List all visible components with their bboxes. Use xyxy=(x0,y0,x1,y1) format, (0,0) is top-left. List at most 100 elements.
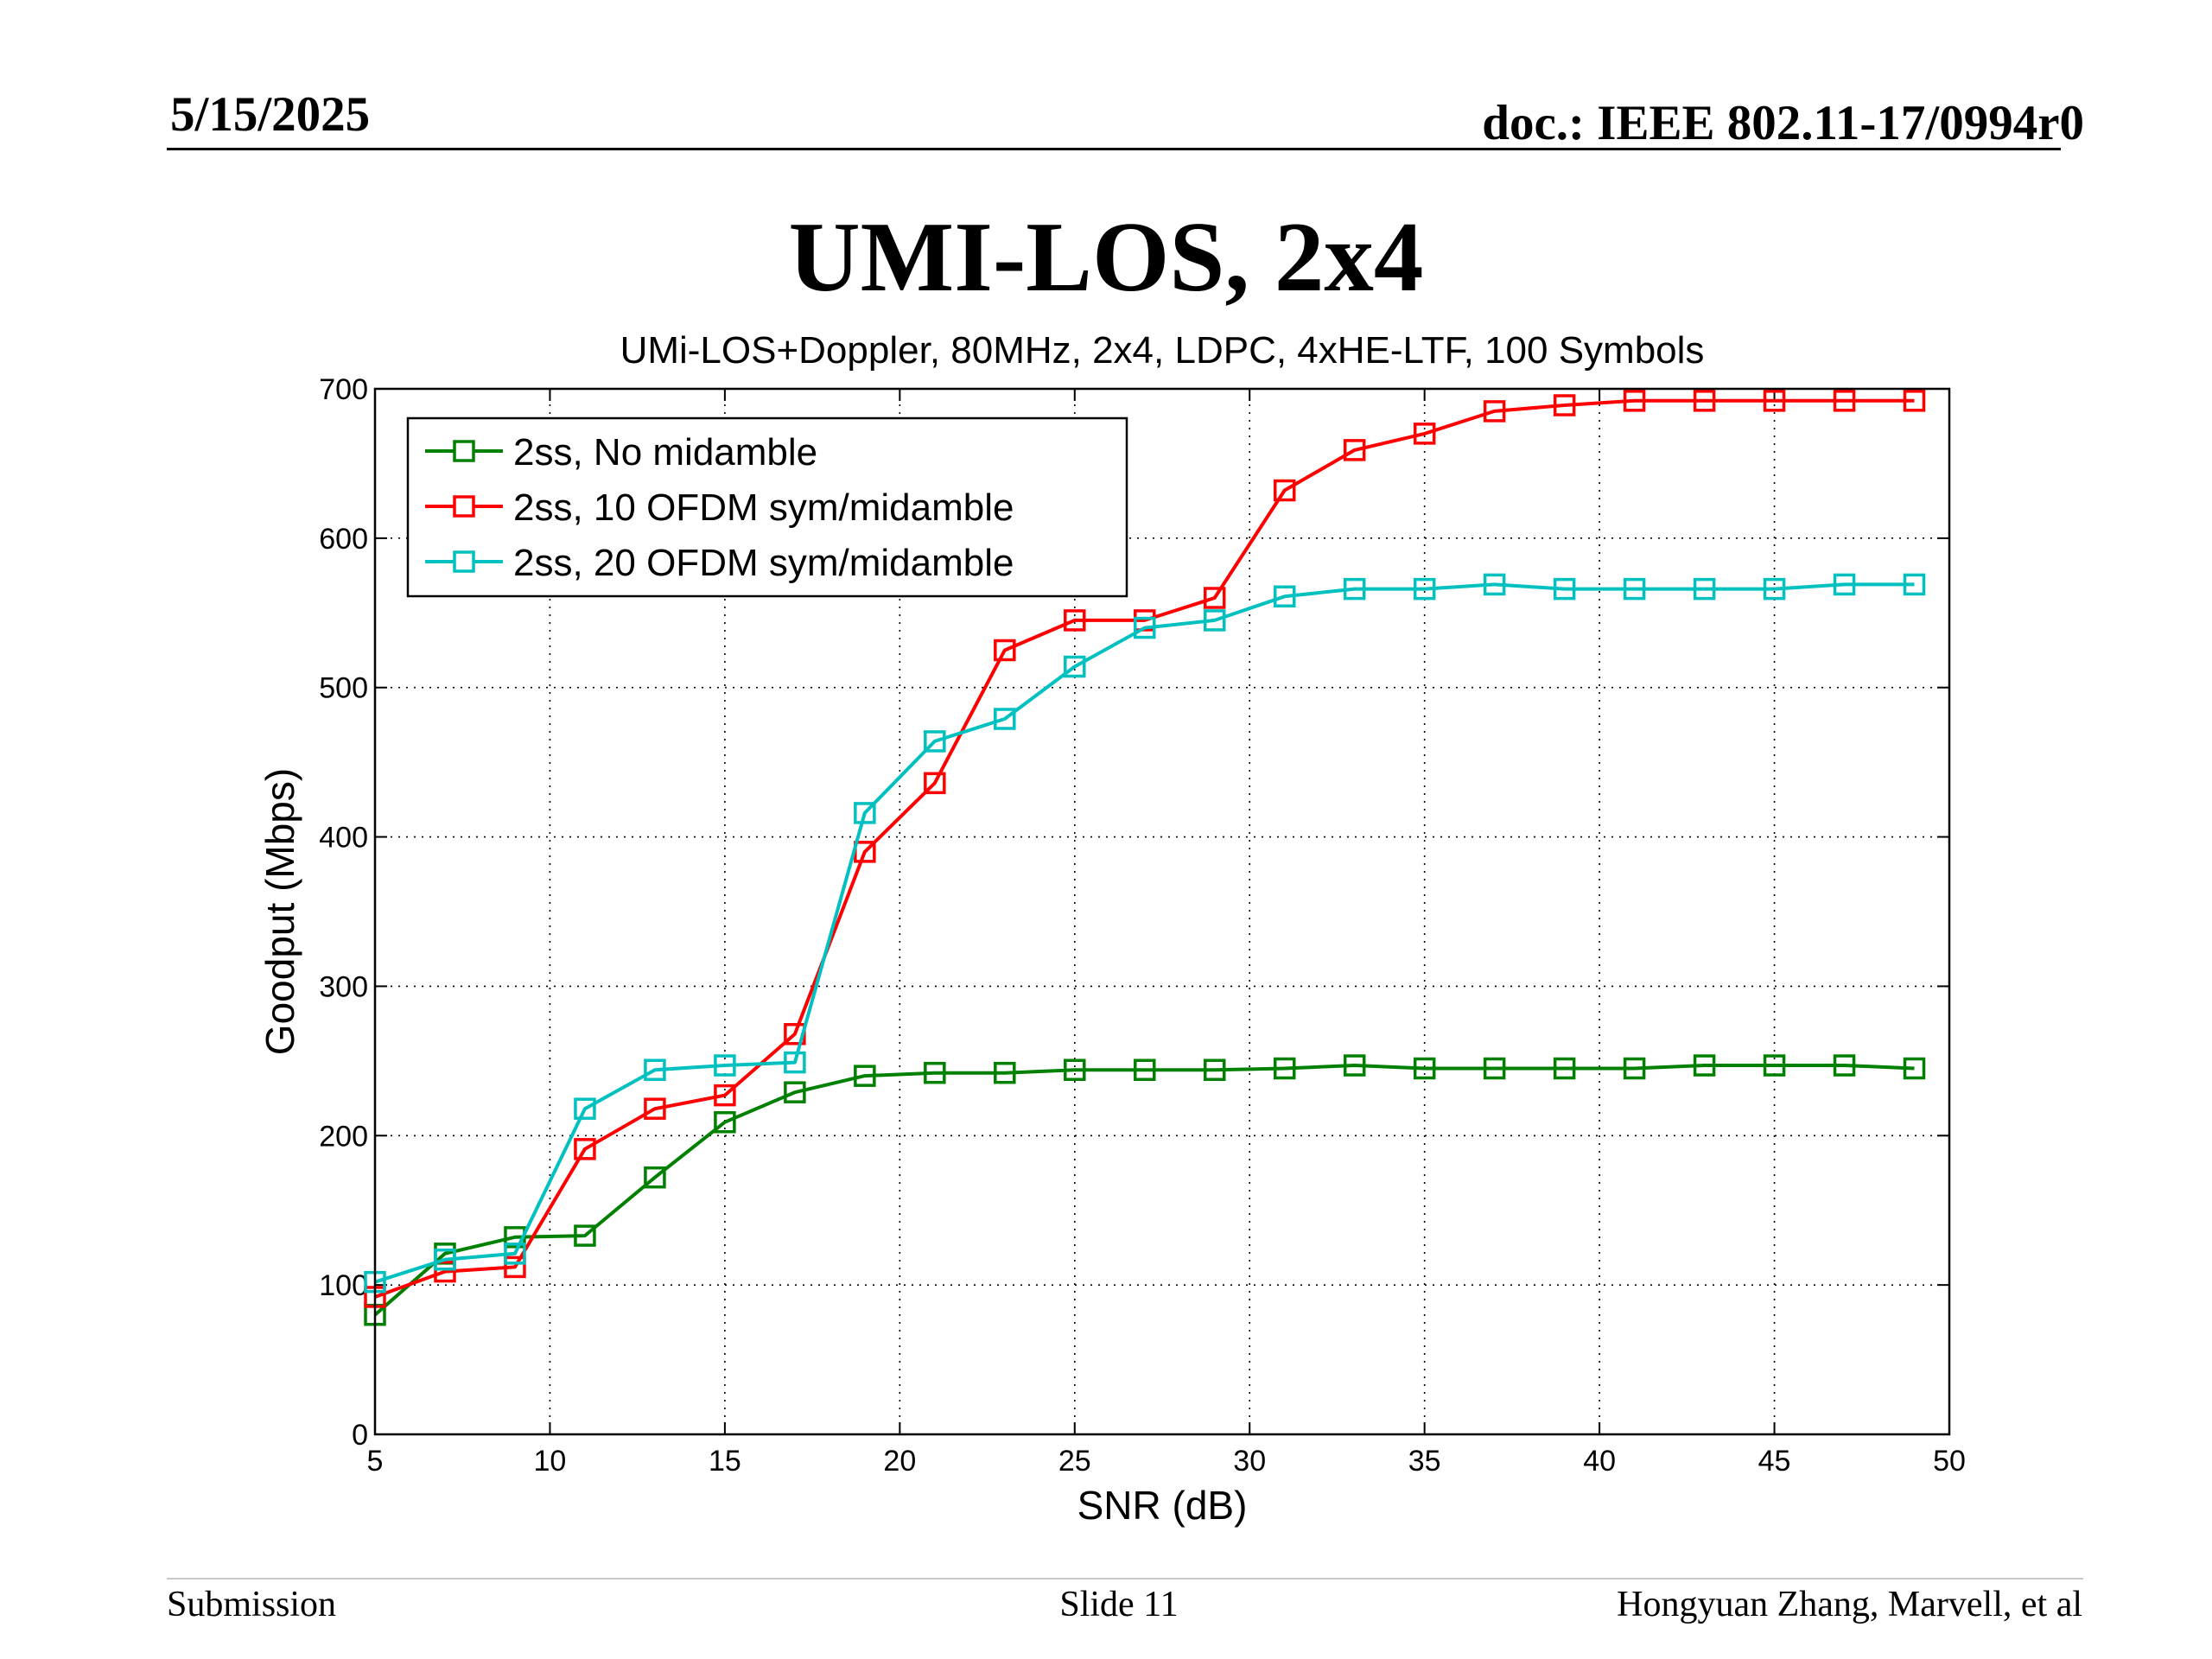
data-point-marker xyxy=(1343,577,1366,601)
data-point-marker xyxy=(1343,439,1366,461)
y-tick-label: 300 xyxy=(319,970,368,1003)
data-point-marker xyxy=(1413,577,1436,601)
data-point-marker xyxy=(994,1061,1016,1084)
data-point-marker xyxy=(1413,423,1436,445)
grid-lines xyxy=(375,389,1949,1434)
y-tick-label: 400 xyxy=(319,822,368,855)
data-point-marker xyxy=(1483,1057,1506,1080)
legend-label: 2ss, 20 OFDM sym/midamble xyxy=(513,542,1014,584)
header-doc-id: doc.: IEEE 802.11-17/0994r0 xyxy=(1482,96,2084,150)
y-axis-label: Goodput (Mbps) xyxy=(257,768,302,1055)
series-1 xyxy=(364,1054,1926,1326)
legend-item: 2ss, No midamble xyxy=(425,431,817,474)
series-line xyxy=(374,582,1915,1284)
data-point-marker xyxy=(854,802,876,824)
x-tick-label: 25 xyxy=(1058,1445,1091,1478)
data-point-marker xyxy=(504,1255,526,1279)
data-point-marker xyxy=(504,1243,526,1265)
data-point-marker xyxy=(1343,1054,1366,1077)
data-point-marker xyxy=(784,1081,806,1103)
data-point-marker xyxy=(644,1097,666,1120)
data-point-marker xyxy=(1483,573,1506,596)
data-point-marker xyxy=(1134,1058,1156,1081)
data-point-marker xyxy=(714,1054,736,1077)
axes: 5 10 15 20 25 30 35 40 45 50010020030040050060070… xyxy=(319,373,1966,1478)
legend-label: 2ss, 10 OFDM sym/midamble xyxy=(513,486,1014,529)
data-point-marker xyxy=(1203,1058,1226,1081)
footer-submission: Submission xyxy=(167,1585,337,1624)
data-point-marker xyxy=(1273,479,1296,502)
data-point-marker xyxy=(924,772,946,795)
footer-slide-number: Slide 11 xyxy=(1059,1585,1179,1624)
x-tick-label: 30 xyxy=(1233,1445,1266,1478)
data-point-marker xyxy=(1483,400,1506,423)
legend-label: 2ss, No midamble xyxy=(513,431,817,474)
data-point-marker xyxy=(994,708,1016,730)
data-point-marker xyxy=(1623,1057,1646,1080)
data-point-marker xyxy=(1763,1054,1786,1077)
x-tick-label: 40 xyxy=(1583,1445,1616,1478)
data-point-marker xyxy=(1553,394,1576,416)
legend-marker-swatch xyxy=(453,495,475,518)
data-point-marker xyxy=(1903,573,1926,596)
series-line xyxy=(373,1064,1915,1317)
data-point-marker xyxy=(854,1065,876,1087)
y-tick-label: 0 xyxy=(352,1419,368,1452)
data-point-marker xyxy=(1273,585,1296,608)
data-point-marker xyxy=(924,730,946,753)
data-point-marker xyxy=(1903,1057,1926,1080)
data-point-marker xyxy=(1623,577,1646,601)
slide-title: UMI-LOS, 2x4 xyxy=(788,202,1424,312)
data-point-marker xyxy=(434,1260,456,1283)
legend-marker-swatch xyxy=(453,550,475,573)
x-tick-label: 20 xyxy=(883,1445,916,1478)
data-point-marker xyxy=(1623,390,1646,412)
legend-box xyxy=(406,416,1128,598)
data-point-marker xyxy=(924,1061,946,1084)
plot-frame xyxy=(373,387,1951,1436)
legend-item: 2ss, 20 OFDM sym/midamble xyxy=(425,542,1014,584)
data-point-marker xyxy=(434,1249,456,1271)
series-layer xyxy=(364,390,1926,1326)
data-point-marker xyxy=(994,639,1016,662)
data-point-marker xyxy=(1763,577,1786,601)
data-point-marker xyxy=(644,1166,666,1189)
y-tick-label: 500 xyxy=(319,672,368,705)
x-axis-label: SNR (dB) xyxy=(1077,1483,1248,1528)
data-point-marker xyxy=(1693,390,1716,412)
footer-rule xyxy=(167,1578,2083,1580)
y-tick-label: 600 xyxy=(319,523,368,556)
x-tick-label: 45 xyxy=(1758,1445,1791,1478)
data-point-marker xyxy=(1553,577,1576,601)
data-point-marker xyxy=(714,1084,736,1107)
x-tick-label: 50 xyxy=(1933,1445,1966,1478)
data-point-marker xyxy=(1134,616,1156,639)
x-tick-label: 15 xyxy=(709,1445,741,1478)
data-point-marker xyxy=(1763,390,1786,412)
data-point-marker xyxy=(714,1110,736,1134)
header-rule xyxy=(167,148,2061,150)
data-point-marker xyxy=(574,1138,596,1160)
data-point-marker xyxy=(1273,1057,1296,1080)
legend: 2ss, No midamble 2ss, 10 OFDM sym/midambl… xyxy=(406,416,1128,598)
data-point-marker xyxy=(1693,577,1716,601)
data-point-marker xyxy=(1203,587,1226,609)
data-point-marker xyxy=(574,1224,596,1247)
x-tick-label: 35 xyxy=(1408,1445,1441,1478)
legend-marker-swatch xyxy=(453,440,475,462)
data-point-marker xyxy=(1553,1057,1576,1080)
data-point-marker xyxy=(1064,609,1086,632)
footer-authors: Hongyuan Zhang, Marvell, et al xyxy=(1617,1585,2082,1624)
data-point-marker xyxy=(1693,1054,1716,1077)
data-point-marker xyxy=(1064,655,1086,678)
data-point-marker xyxy=(1064,1058,1086,1081)
data-point-marker xyxy=(784,1051,806,1074)
series-line xyxy=(374,398,1915,1299)
data-point-marker xyxy=(1203,609,1226,632)
data-point-marker xyxy=(1413,1057,1436,1080)
data-point-marker xyxy=(1903,390,1926,412)
x-tick-label: 5 xyxy=(367,1445,384,1478)
legend-item: 2ss, 10 OFDM sym/midamble xyxy=(425,486,1014,529)
data-point-marker xyxy=(1833,390,1856,412)
